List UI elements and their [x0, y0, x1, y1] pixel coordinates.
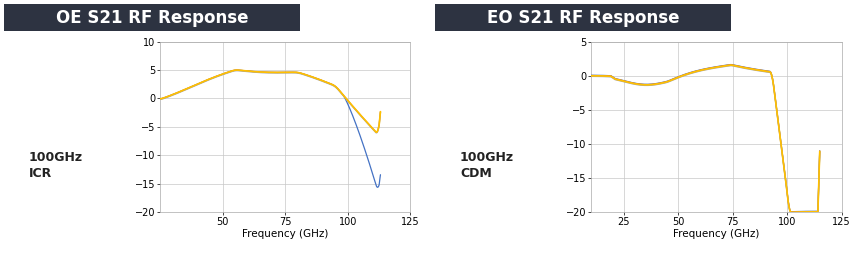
- XI: [275, 71, 285, 74]
- YQ: [371, 131, 382, 134]
- XI: [286, 71, 297, 74]
- Line: XIdB: XIdB: [592, 64, 819, 212]
- Line: YI: YI: [161, 71, 381, 133]
- XI: [156, 97, 166, 100]
- XIdB: [774, 126, 784, 129]
- XQ: [376, 110, 386, 113]
- XI: [262, 71, 272, 74]
- XIdB: [696, 68, 706, 71]
- XI: [260, 71, 270, 74]
- XQdB: [722, 64, 733, 67]
- YI: [371, 131, 381, 134]
- YI: [260, 71, 270, 74]
- Text: 100GHz
CDM: 100GHz CDM: [460, 151, 514, 180]
- YQdB: [725, 63, 735, 67]
- XQdB: [774, 126, 784, 129]
- YI: [371, 131, 382, 134]
- YQ: [275, 71, 285, 74]
- YI: [286, 71, 297, 74]
- YQdB: [694, 69, 705, 72]
- YI: [376, 111, 386, 114]
- XI: [371, 182, 381, 185]
- YQ: [260, 71, 270, 74]
- YIdB: [774, 127, 784, 130]
- Text: OE S21 RF Response: OE S21 RF Response: [56, 9, 248, 27]
- XQdB: [694, 69, 705, 72]
- YIdB: [810, 211, 820, 214]
- YQdB: [696, 69, 706, 72]
- XQdB: [814, 150, 824, 153]
- XQdB: [710, 66, 720, 69]
- Line: YIdB: YIdB: [592, 66, 819, 213]
- X-axis label: Frequency (GHz): Frequency (GHz): [242, 229, 329, 239]
- YQdB: [785, 211, 796, 214]
- YI: [275, 72, 285, 75]
- XIdB: [694, 68, 705, 72]
- YIdB: [696, 69, 706, 72]
- XIdB: [725, 63, 735, 66]
- Text: EO S21 RF Response: EO S21 RF Response: [487, 9, 679, 27]
- YQdB: [810, 210, 820, 213]
- YIdB: [725, 64, 735, 67]
- Line: YQ: YQ: [161, 70, 381, 132]
- YIdB: [710, 67, 720, 70]
- YQdB: [774, 126, 784, 129]
- XQ: [371, 130, 381, 133]
- XQ: [260, 71, 270, 74]
- XQdB: [696, 68, 706, 72]
- YIdB: [785, 211, 796, 214]
- XQ: [156, 97, 166, 100]
- YIdB: [814, 150, 824, 153]
- YQ: [286, 71, 297, 74]
- YQdB: [814, 150, 824, 153]
- XQdB: [810, 210, 820, 213]
- XIdB: [586, 74, 597, 77]
- YIdB: [722, 64, 733, 68]
- XI: [232, 69, 242, 72]
- XIdB: [710, 65, 720, 68]
- XQdB: [586, 74, 597, 77]
- YI: [262, 71, 272, 74]
- YQ: [156, 97, 166, 100]
- YQ: [376, 110, 386, 113]
- Line: XI: XI: [161, 70, 381, 187]
- XQ: [286, 71, 297, 74]
- YI: [156, 98, 166, 101]
- XQ: [336, 91, 346, 94]
- YQ: [232, 69, 242, 72]
- XQ: [371, 131, 382, 134]
- XI: [372, 186, 382, 189]
- YI: [336, 92, 346, 95]
- Text: 100GHz
ICR: 100GHz ICR: [29, 151, 83, 180]
- YQ: [371, 130, 381, 133]
- Line: XQdB: XQdB: [592, 65, 819, 212]
- YQdB: [586, 74, 597, 77]
- XIdB: [722, 63, 733, 67]
- Line: YQdB: YQdB: [592, 65, 819, 212]
- YIdB: [586, 75, 597, 78]
- YQdB: [710, 66, 720, 69]
- XI: [336, 91, 346, 94]
- YQ: [336, 91, 346, 94]
- XQdB: [725, 63, 735, 66]
- XQdB: [785, 210, 796, 213]
- X-axis label: Frequency (GHz): Frequency (GHz): [673, 229, 760, 239]
- YQ: [262, 71, 272, 74]
- YIdB: [694, 69, 705, 73]
- XIdB: [810, 210, 820, 213]
- XQ: [232, 69, 242, 72]
- XQ: [262, 71, 272, 74]
- XIdB: [814, 149, 824, 152]
- YI: [232, 69, 242, 72]
- XQ: [275, 71, 285, 74]
- YQdB: [722, 64, 733, 67]
- XI: [376, 173, 386, 176]
- Line: XQ: XQ: [161, 70, 381, 132]
- XIdB: [785, 210, 796, 213]
